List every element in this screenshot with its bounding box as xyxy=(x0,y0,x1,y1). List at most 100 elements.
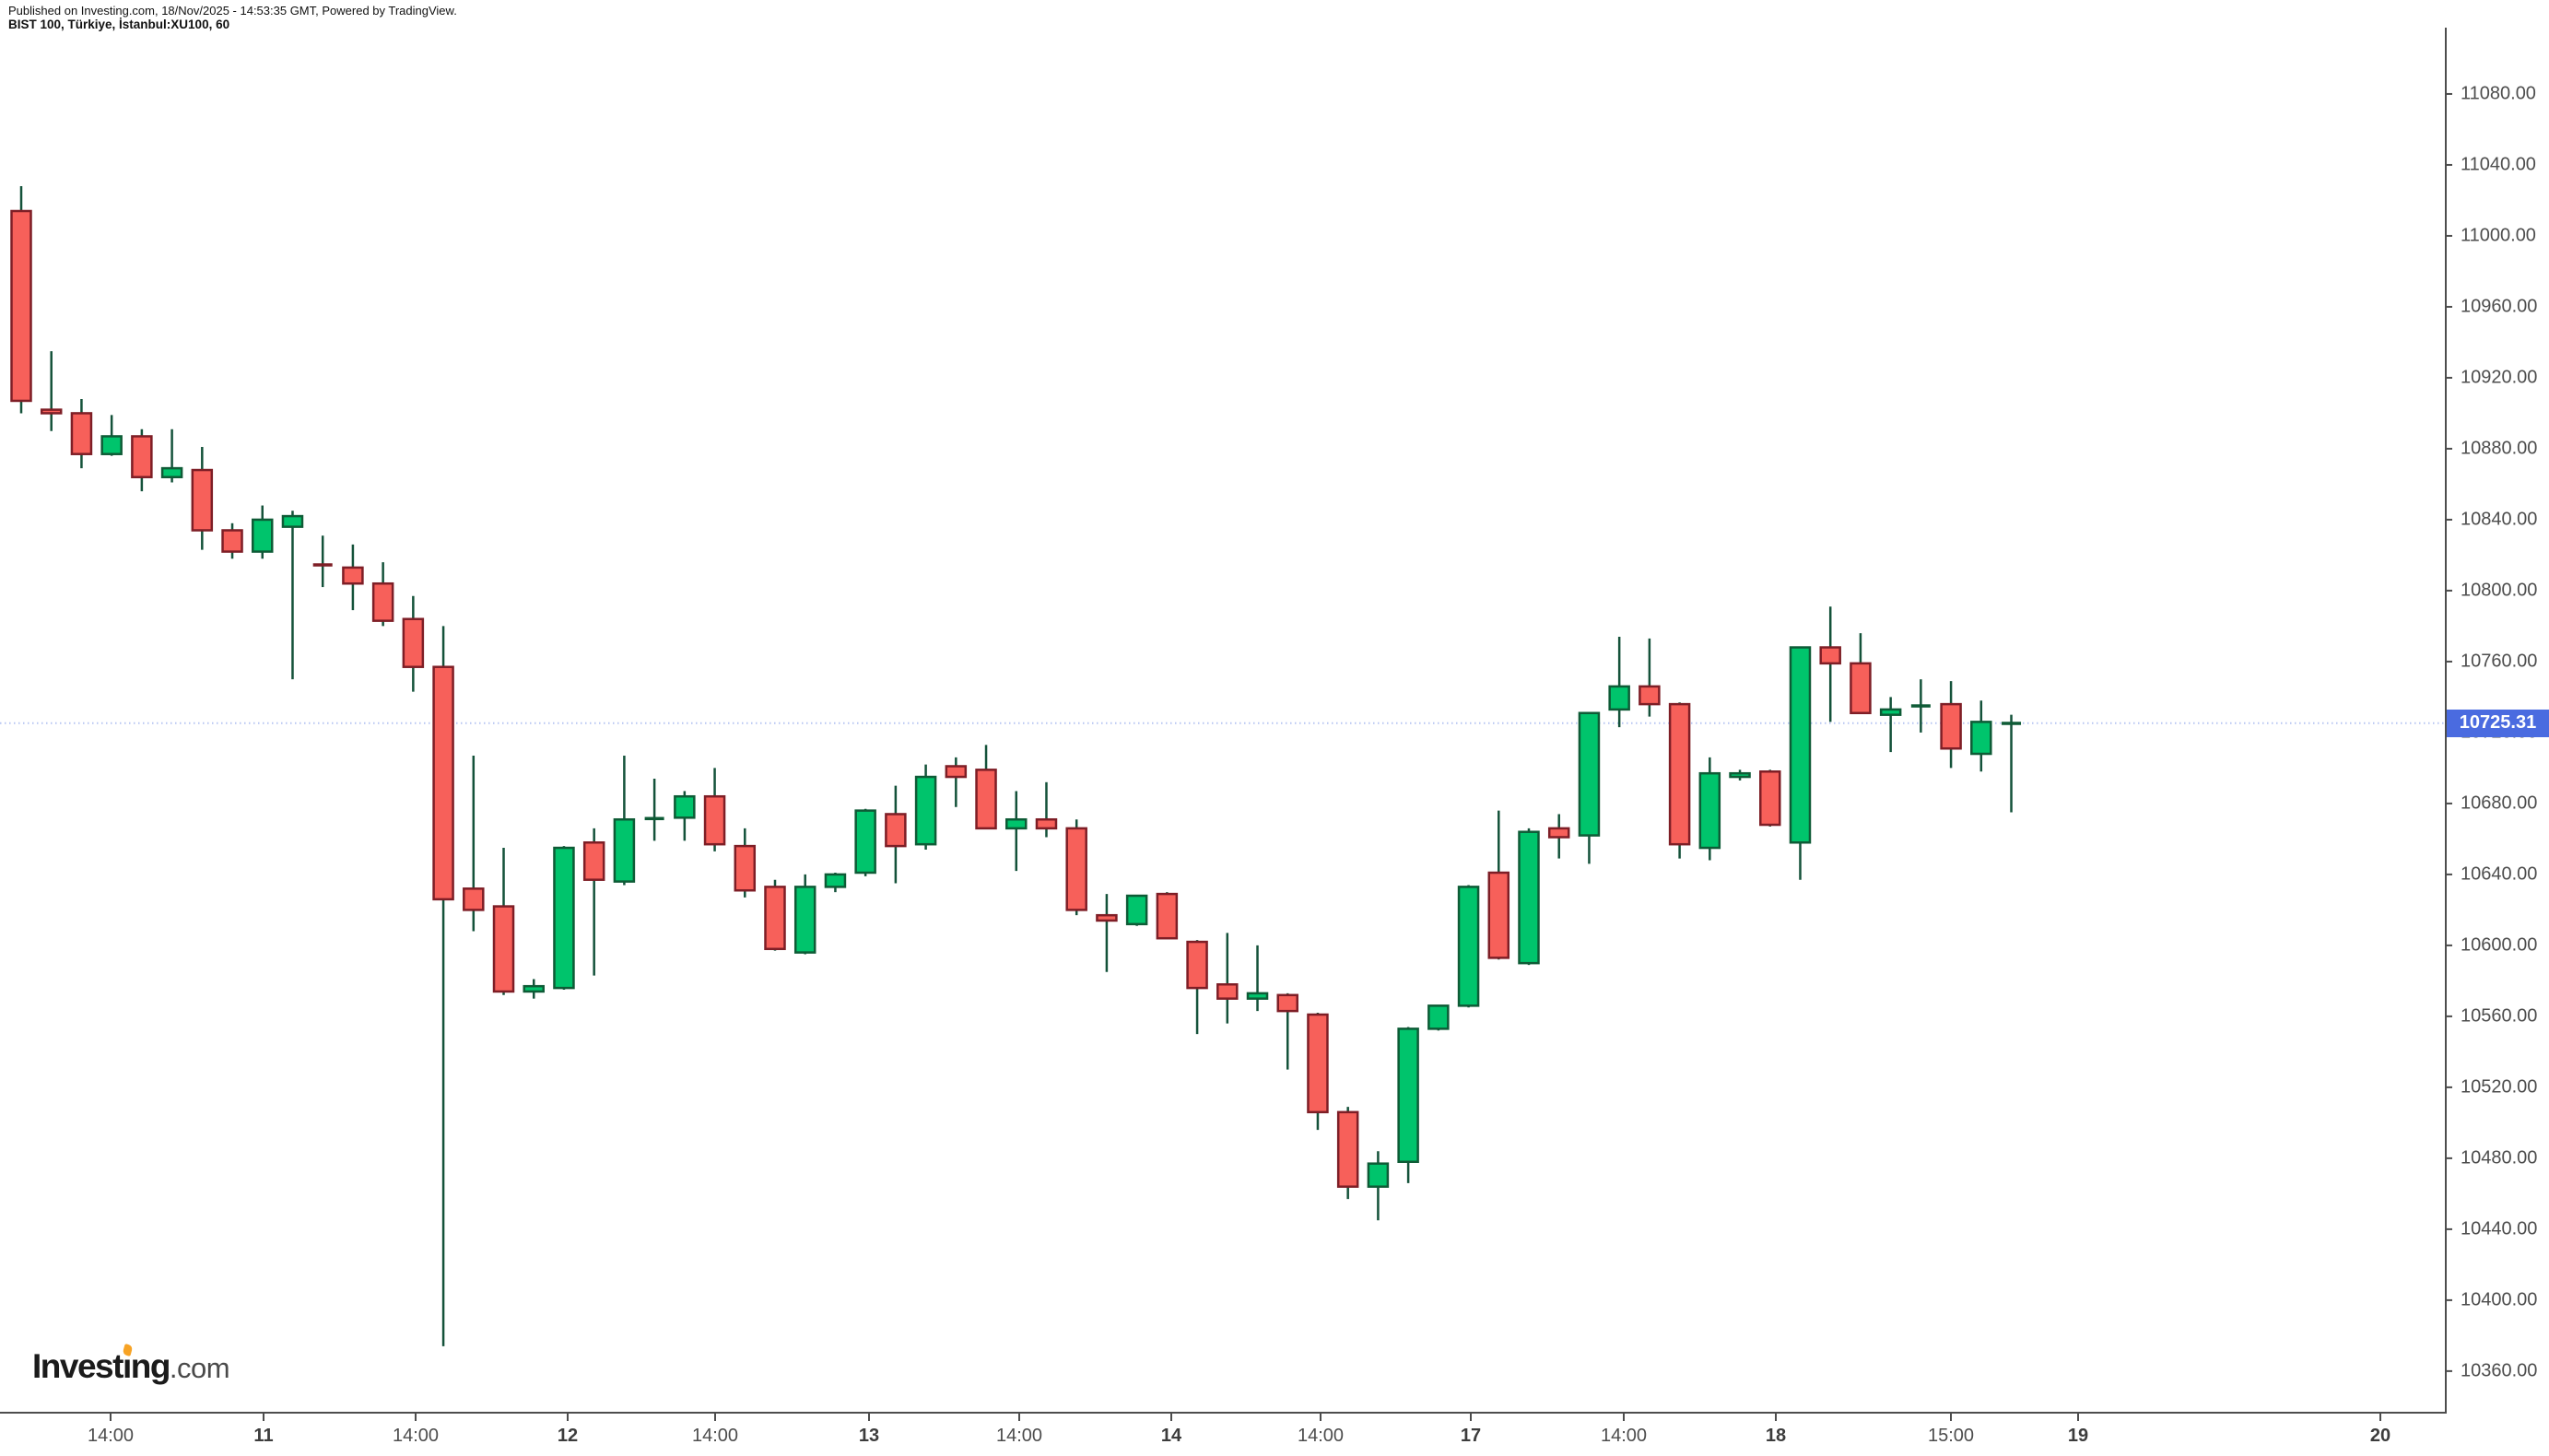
candle-13-17-00[interactable] xyxy=(1096,894,1118,972)
candle-11-15-00[interactable] xyxy=(432,626,454,1346)
candle-18-09-00[interactable] xyxy=(1759,769,1781,827)
candle-11-13-00[interactable] xyxy=(371,562,394,627)
candle-body xyxy=(582,841,605,881)
candle-12-17-00[interactable] xyxy=(793,874,816,955)
candle-14-17-00[interactable] xyxy=(1397,1027,1419,1183)
price-tick-label: 10560.00 xyxy=(2461,1005,2538,1027)
time-tick-label: 17 xyxy=(1460,1426,1482,1446)
candle-body xyxy=(1698,771,1721,850)
candle-13-15-00[interactable] xyxy=(1035,781,1058,838)
candle-13-12-00[interactable] xyxy=(945,757,968,807)
candle-17-17-00[interactable] xyxy=(1698,757,1721,861)
time-tick-label: 15:00 xyxy=(1927,1426,1975,1446)
candle-14-16-00[interactable] xyxy=(1367,1151,1390,1221)
candle-14-11-00[interactable] xyxy=(1216,933,1239,1024)
candle-11-11-00[interactable] xyxy=(312,535,333,588)
candle-body xyxy=(160,466,183,478)
candle-body xyxy=(191,468,214,532)
candle-body xyxy=(70,412,93,455)
candle-13-09-00[interactable] xyxy=(854,808,876,876)
candle-13-18-00[interactable] xyxy=(1125,894,1148,926)
candle-17-16-00[interactable] xyxy=(1668,702,1691,859)
candle-17-09-00[interactable] xyxy=(1457,885,1480,1008)
candle-12-10-00[interactable] xyxy=(582,828,605,976)
candle-14-18-00[interactable] xyxy=(1427,1004,1450,1031)
candle-18-14-00[interactable] xyxy=(1910,679,1931,733)
candle-body xyxy=(2002,722,2022,725)
candle-12-11-00[interactable] xyxy=(613,755,636,886)
candle-18-11-00[interactable] xyxy=(1819,606,1841,722)
candle-12-13-00[interactable] xyxy=(674,791,696,841)
candle-body xyxy=(1970,721,1992,756)
candle-body xyxy=(1850,662,1872,714)
time-tick-label: 14:00 xyxy=(87,1426,135,1446)
candle-body xyxy=(1156,892,1179,940)
candle-12-16-00[interactable] xyxy=(764,879,786,951)
price-tick-label: 10880.00 xyxy=(2461,438,2538,459)
candle-12-14-00[interactable] xyxy=(703,768,726,851)
candle-10-12-00[interactable] xyxy=(40,351,63,431)
candle-18-10-00[interactable] xyxy=(1789,646,1812,880)
candle-11-09-00[interactable] xyxy=(252,505,274,559)
candle-body xyxy=(1125,894,1148,926)
time-tick-label: 14:00 xyxy=(392,1426,440,1446)
price-tick-label: 10680.00 xyxy=(2461,793,2538,814)
time-tick-label: 13 xyxy=(858,1426,880,1446)
candle-11-18-00[interactable] xyxy=(523,979,545,999)
candle-14-09-00[interactable] xyxy=(1156,892,1179,940)
candle-body xyxy=(1397,1027,1419,1163)
candle-17-13-00[interactable] xyxy=(1578,711,1601,864)
time-tick-label: 14:00 xyxy=(1297,1426,1345,1446)
candle-11-12-00[interactable] xyxy=(342,544,364,611)
candle-13-13-00[interactable] xyxy=(975,745,997,830)
candle-body xyxy=(674,794,696,819)
time-tick-label: 20 xyxy=(2369,1426,2391,1446)
candle-12-12-00[interactable] xyxy=(644,778,664,841)
candle-18-15-00[interactable] xyxy=(1940,681,1962,769)
time-tick-label: 14 xyxy=(1160,1426,1182,1446)
candle-13-16-00[interactable] xyxy=(1065,819,1087,916)
candle-13-10-00[interactable] xyxy=(885,785,907,884)
candle-17-11-00[interactable] xyxy=(1518,828,1540,966)
candle-10-15-00[interactable] xyxy=(131,429,153,492)
price-tick-label: 10600.00 xyxy=(2461,934,2538,956)
candle-body xyxy=(1668,702,1691,846)
price-tick-label: 10520.00 xyxy=(2461,1076,2538,1098)
candle-11-10-00[interactable] xyxy=(281,511,304,680)
candle-13-11-00[interactable] xyxy=(914,764,937,850)
candle-14-10-00[interactable] xyxy=(1186,940,1208,1035)
candle-11-14-00[interactable] xyxy=(402,595,425,692)
candle-14-15-00[interactable] xyxy=(1336,1107,1359,1200)
candle-18-17-00[interactable] xyxy=(2002,714,2022,813)
candle-17-14-00[interactable] xyxy=(1608,636,1630,728)
candle-body xyxy=(1759,770,1781,827)
investing-logo[interactable]: Investı ng.com xyxy=(32,1344,230,1386)
candle-11-17-00[interactable] xyxy=(492,848,515,995)
candle-10-16-00[interactable] xyxy=(160,429,183,483)
time-tick-label: 18 xyxy=(1765,1426,1787,1446)
candle-18-12-00[interactable] xyxy=(1850,633,1872,714)
candle-12-09-00[interactable] xyxy=(553,846,575,991)
candle-14-12-00[interactable] xyxy=(1246,945,1269,1012)
candle-14-14-00[interactable] xyxy=(1307,1013,1329,1131)
time-tick-label: 14:00 xyxy=(995,1426,1043,1446)
candle-12-18-00[interactable] xyxy=(824,872,847,893)
candle-13-14-00[interactable] xyxy=(1005,791,1028,872)
candle-18-16-00[interactable] xyxy=(1970,700,1992,772)
candle-18-13-00[interactable] xyxy=(1879,697,1902,753)
candle-12-15-00[interactable] xyxy=(734,828,757,898)
candle-17-15-00[interactable] xyxy=(1639,638,1661,717)
candle-10-17-00[interactable] xyxy=(191,447,214,550)
candle-10-14-00[interactable] xyxy=(100,415,123,456)
candle-14-13-00[interactable] xyxy=(1276,992,1298,1070)
candle-body xyxy=(1879,708,1902,716)
candle-17-18-00[interactable] xyxy=(1729,769,1751,781)
candle-body xyxy=(281,514,304,528)
candle-10-13-00[interactable] xyxy=(70,399,93,469)
candle-10-11-00[interactable] xyxy=(10,186,32,414)
candle-11-16-00[interactable] xyxy=(463,755,485,932)
candle-17-10-00[interactable] xyxy=(1487,810,1510,960)
candle-17-12-00[interactable] xyxy=(1547,814,1570,859)
candle-10-18-00[interactable] xyxy=(221,523,243,559)
